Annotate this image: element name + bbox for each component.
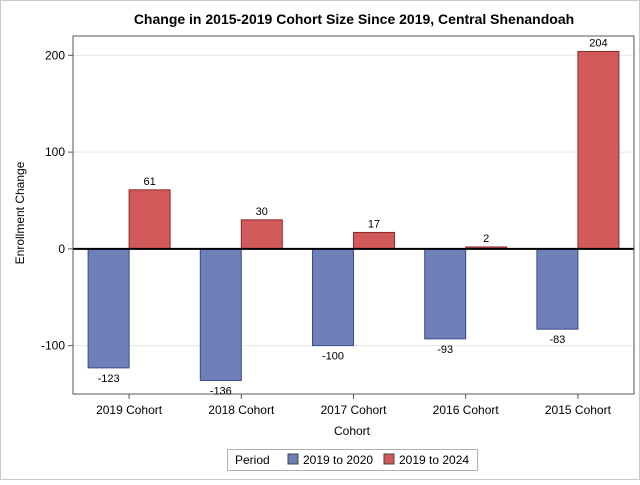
bar: [128, 189, 171, 250]
bar: [577, 50, 620, 250]
y-tick-label: 100: [45, 145, 65, 159]
data-label: -100: [322, 351, 344, 363]
bar: [240, 219, 283, 250]
data-label: -83: [549, 334, 565, 346]
legend-title: Period: [235, 453, 270, 467]
x-tick-label: 2019 Cohort: [96, 403, 163, 417]
legend: Period 2019 to 2020 2019 to 2024: [227, 449, 478, 471]
data-label: 30: [256, 206, 268, 218]
bar: [424, 248, 467, 340]
bar: [87, 248, 130, 369]
y-tick-label: -100: [41, 339, 65, 353]
y-tick-label: 200: [45, 48, 65, 62]
bars: [87, 50, 620, 381]
x-axis-label: Cohort: [334, 424, 371, 438]
chart-title: Change in 2015-2019 Cohort Size Since 20…: [134, 11, 574, 27]
y-axis-label: Enrollment Change: [13, 161, 27, 264]
y-tick-label: 0: [58, 242, 65, 256]
bar: [199, 248, 242, 381]
x-axis-ticks: 2019 Cohort 2018 Cohort 2017 Cohort 2016 Co…: [96, 394, 612, 417]
x-tick-label: 2015 Cohort: [545, 403, 612, 417]
legend-entry: 2019 to 2020: [303, 453, 373, 467]
data-label: -93: [437, 344, 453, 356]
legend-swatch: [287, 453, 299, 465]
x-tick-label: 2017 Cohort: [320, 403, 387, 417]
data-labels: -123 61 -136 30 -100 17 -93 2 -83 204: [98, 37, 608, 397]
data-label: -123: [98, 373, 120, 385]
data-label: 2: [483, 233, 489, 245]
legend-entry: 2019 to 2024: [399, 453, 469, 467]
data-label: 17: [368, 218, 380, 230]
bar: [353, 231, 395, 250]
x-tick-label: 2018 Cohort: [208, 403, 275, 417]
data-label: 61: [143, 176, 155, 188]
y-axis-ticks: -100 0 100 200: [41, 48, 73, 353]
data-label: -136: [210, 385, 232, 397]
x-tick-label: 2016 Cohort: [433, 403, 500, 417]
bar: [536, 248, 579, 330]
legend-swatch: [383, 453, 395, 465]
data-label: 204: [589, 37, 607, 49]
bar: [312, 248, 354, 347]
